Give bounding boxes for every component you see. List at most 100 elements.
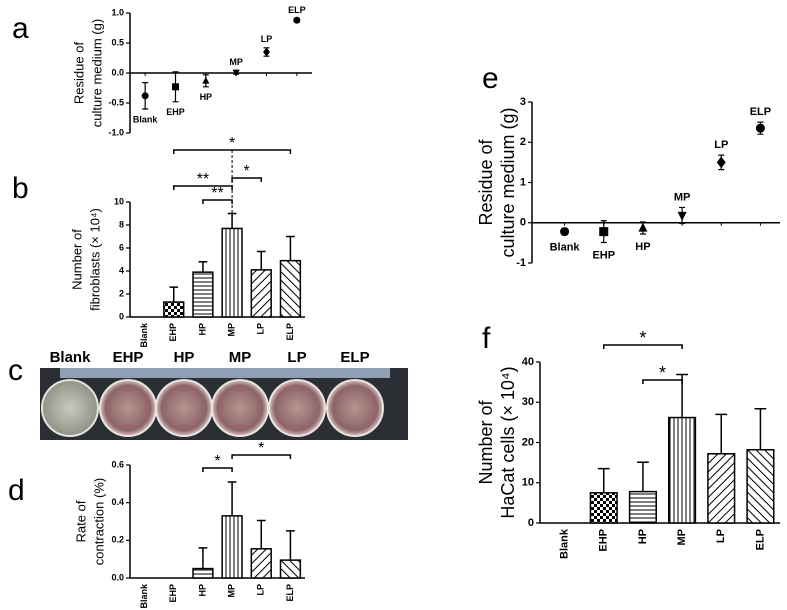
point-label: ELP [750, 106, 771, 118]
point-label: Blank [550, 242, 581, 254]
error-bar [256, 250, 266, 270]
dish [326, 379, 384, 437]
y-tick-label: 30 [522, 396, 534, 408]
y-tick-label: 0 [528, 517, 534, 529]
panel-letter: c [8, 354, 23, 387]
significance-bracket [231, 454, 292, 459]
photo-label: Blank [50, 349, 92, 366]
y-tick-label: 6 [119, 242, 124, 252]
significance-label: * [258, 440, 264, 457]
bar [163, 301, 185, 318]
error-bar [754, 407, 767, 450]
marker [677, 211, 687, 221]
point-label: Blank [133, 114, 159, 124]
significance-label: ** [197, 171, 209, 188]
bar [707, 453, 736, 524]
bar [250, 269, 272, 318]
error-bar [637, 461, 649, 492]
dish [211, 379, 269, 437]
y-tick-label: 0.6 [111, 459, 124, 469]
error-bar [227, 481, 237, 516]
marker [232, 69, 240, 77]
y-axis-label: fibroblasts (× 10⁴) [87, 208, 102, 311]
dish [41, 379, 99, 437]
x-tick-label: Blank [139, 583, 149, 609]
x-tick-label: EHP [598, 529, 610, 552]
y-axis-label: Number of [69, 229, 84, 290]
bar [221, 227, 243, 318]
photo-top [60, 368, 390, 378]
x-tick-label: Blank [139, 322, 149, 348]
error-bar [286, 530, 295, 561]
point-label: HP [200, 92, 213, 102]
x-tick-label: EHP [168, 584, 178, 603]
x-tick-label: HP [197, 323, 207, 336]
panel-letter: f [482, 322, 491, 355]
x-tick-label: ELP [754, 529, 766, 550]
photo-label: EHP [113, 349, 144, 366]
x-tick-label: HP [197, 584, 207, 597]
y-tick-label: 10 [522, 477, 534, 489]
y-tick-label: -1.0 [108, 127, 124, 137]
y-tick-label: 1.0 [111, 7, 124, 17]
bar [668, 416, 697, 524]
marker [202, 76, 210, 84]
significance-label: * [639, 328, 646, 348]
significance-bracket [603, 344, 683, 349]
x-tick-label: LP [256, 323, 266, 335]
error-bar [198, 547, 208, 569]
y-axis-label: culture medium (g) [498, 107, 518, 257]
significance-bracket [202, 467, 233, 472]
y-tick-label: 0 [520, 217, 526, 229]
significance-label: * [214, 453, 220, 470]
bar [192, 271, 214, 318]
point-label: LP [261, 34, 273, 44]
photo-label: LP [287, 349, 306, 366]
y-axis-label: Number of [476, 399, 496, 484]
y-tick-label: 10 [114, 196, 124, 206]
bar [746, 448, 775, 524]
bar [221, 515, 243, 579]
marker [172, 83, 179, 91]
y-axis-label: contraction (%) [91, 478, 106, 565]
y-tick-label: 0.4 [111, 497, 124, 507]
panel-letter: a [12, 12, 29, 45]
significance-label: * [244, 163, 250, 180]
significance-label: ** [211, 185, 223, 202]
dish [268, 379, 326, 437]
y-axis-label: Residue of [476, 138, 496, 225]
point-label: LP [714, 139, 728, 151]
y-tick-label: 0.5 [111, 37, 124, 47]
point-label: ELP [288, 5, 306, 15]
y-tick-label: 2 [119, 288, 124, 298]
error-bar [169, 286, 179, 303]
marker [560, 227, 570, 237]
bar [192, 567, 214, 579]
x-tick-label: EHP [168, 323, 178, 342]
significance-label: * [229, 135, 235, 152]
point-label: HP [635, 241, 650, 253]
photo-label: HP [174, 349, 195, 366]
x-tick-label: MP [676, 529, 688, 546]
y-axis-label: Residue of [71, 42, 86, 105]
y-axis-label: culture medium (g) [89, 19, 104, 127]
photo-label: ELP [340, 349, 369, 366]
marker [599, 227, 609, 237]
marker [638, 222, 648, 232]
photo-label: MP [229, 349, 252, 366]
y-tick-label: 0.2 [111, 535, 124, 545]
y-tick-label: -0.5 [108, 97, 124, 107]
x-tick-label: Blank [558, 528, 570, 559]
panel-letter: e [482, 62, 499, 95]
x-tick-label: MP [226, 584, 236, 598]
bar [589, 492, 618, 524]
point-label: MP [229, 57, 243, 67]
marker [755, 123, 765, 133]
x-tick-label: LP [256, 584, 266, 596]
y-tick-label: 3 [520, 96, 526, 108]
error-bar [198, 261, 208, 273]
x-tick-label: HP [637, 529, 649, 544]
y-tick-label: 1 [520, 176, 526, 188]
point-label: MP [674, 191, 691, 203]
